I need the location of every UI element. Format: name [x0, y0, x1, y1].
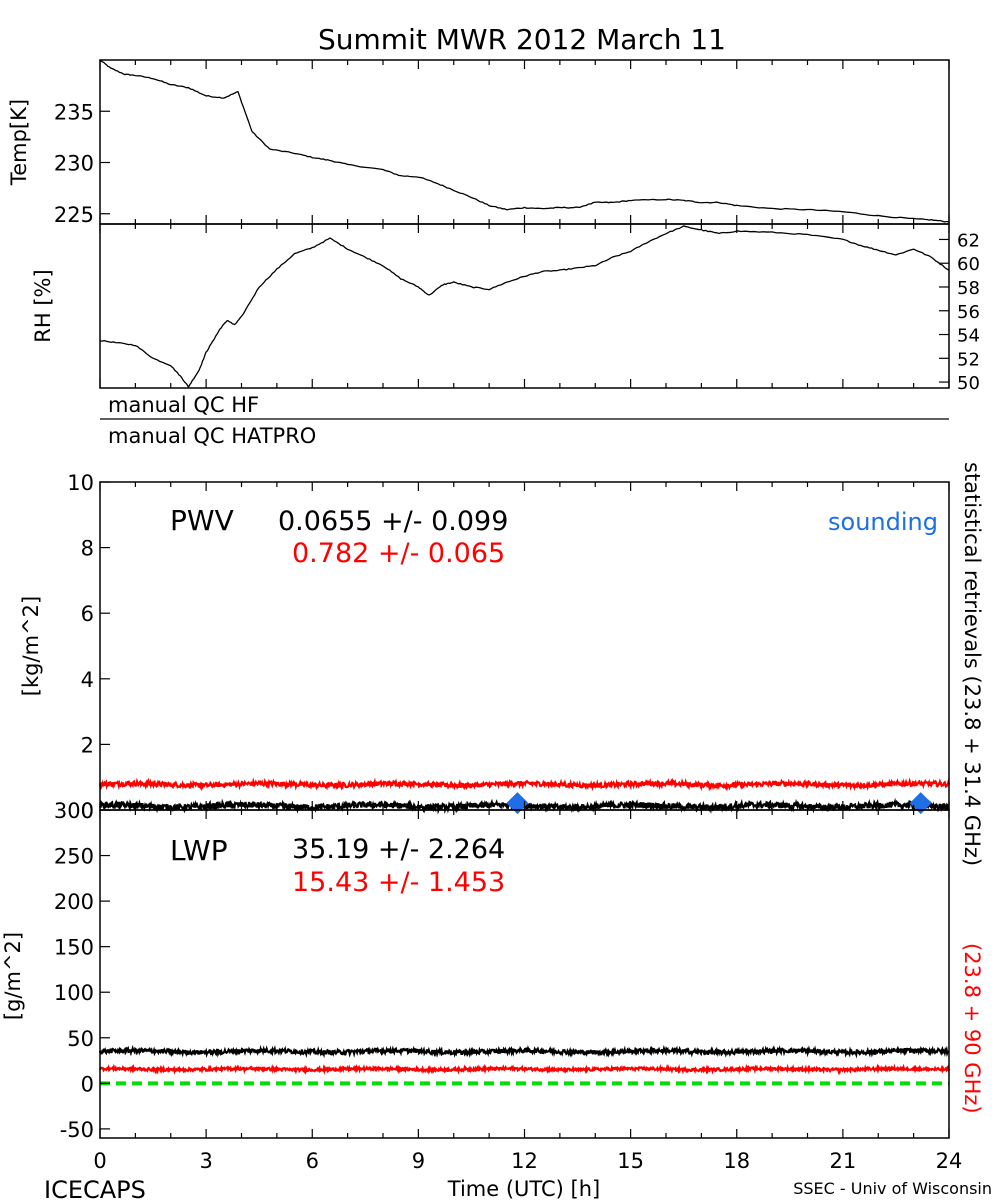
rh-line — [99, 225, 950, 389]
pwv-ytick-label: 4 — [81, 668, 94, 692]
rh-plot-frame — [99, 223, 950, 389]
side-label-red: (23.8 + 90 GHz) — [960, 943, 984, 1114]
xtick-label: 18 — [723, 1149, 750, 1173]
xtick-label: 6 — [306, 1149, 319, 1173]
lwp-ytick-label: 100 — [54, 981, 94, 1005]
rh-ytick-label: 58 — [957, 278, 980, 299]
xtick-label: 24 — [936, 1149, 963, 1173]
xtick-label: 3 — [199, 1149, 212, 1173]
qc-hf-label: manual QC HF — [108, 393, 259, 417]
rh-ytick-label: 52 — [957, 349, 980, 370]
pwv-series-red — [98, 777, 951, 792]
lwp-plot-frame — [99, 809, 950, 1139]
temp-ytick-label: 230 — [54, 152, 94, 176]
lwp-ytick-label: 200 — [54, 890, 94, 914]
lwp-ytick-label: 50 — [67, 1027, 94, 1051]
sounding-legend: sounding — [828, 508, 938, 536]
rh-ytick-label: 56 — [957, 302, 980, 323]
chart-title: Summit MWR 2012 March 11 — [318, 23, 726, 56]
lwp-ytick-label: 250 — [54, 845, 94, 869]
rh-ytick-label: 54 — [957, 326, 980, 347]
temp-axis-label: Temp[K] — [7, 99, 31, 186]
lwp-ytick-label: 300 — [54, 799, 94, 823]
lwp-stat-red: 15.43 +/- 1.453 — [292, 867, 505, 898]
pwv-ytick-label: 10 — [67, 471, 94, 495]
rh-axis-label: RH [%] — [31, 269, 55, 342]
rh-ytick-label: 50 — [957, 373, 980, 394]
xtick-label: 0 — [93, 1149, 106, 1173]
x-axis-label: Time (UTC) [h] — [447, 1177, 600, 1200]
xtick-label: 12 — [511, 1149, 538, 1173]
sounding-marker — [506, 792, 529, 815]
temp-plot-frame — [99, 59, 950, 225]
sounding-marker — [909, 792, 932, 815]
lwp-axis-label: [g/m^2] — [1, 932, 25, 1020]
lwp-ytick-label: -50 — [60, 1118, 94, 1142]
lwp-ytick-label: 150 — [54, 936, 94, 960]
side-label-black: statistical retrievals (23.8 + 31.4 GHz) — [960, 462, 984, 866]
rh-ytick-label: 60 — [957, 254, 980, 275]
lwp-panel: -50 0 50 100 150 200 250 300 0 3 6 9 12 15 18 21 24 [g/… — [1, 799, 962, 1173]
lwp-series-red — [98, 1063, 951, 1076]
rh-ytick-label: 62 — [957, 230, 980, 251]
pwv-stat-black: 0.0655 +/- 0.099 — [278, 506, 508, 537]
qc-bars: manual QC HF manual QC HATPRO — [100, 393, 949, 448]
lwp-annotation: LWP — [170, 834, 228, 867]
pwv-ytick-label: 6 — [81, 602, 94, 626]
lwp-series-black — [98, 1044, 950, 1059]
pwv-annotation: PWV — [170, 504, 234, 537]
pwv-panel: 0 2 4 6 8 10 [kg/m^2] PWV 0.0655 +/- 0.099 0.… — [19, 471, 951, 823]
lwp-stat-black: 35.19 +/- 2.264 — [292, 834, 505, 865]
pwv-axis-label: [kg/m^2] — [19, 596, 43, 696]
footer-right: SSEC - Univ of Wisconsin — [793, 1179, 992, 1198]
temp-line — [99, 59, 950, 223]
pwv-ytick-label: 0 — [81, 799, 94, 823]
lwp-ytick-label: 0 — [81, 1072, 94, 1096]
xtick-label: 15 — [617, 1149, 644, 1173]
temp-ytick-label: 235 — [54, 100, 94, 124]
footer-left: ICECAPS — [44, 1176, 146, 1200]
temp-ytick-label: 225 — [54, 203, 94, 227]
pwv-stat-red: 0.782 +/- 0.065 — [292, 538, 505, 569]
xtick-label: 21 — [830, 1149, 857, 1173]
xtick-label: 9 — [412, 1149, 425, 1173]
temp-panel: 225 230 235 Temp[K] — [7, 59, 950, 227]
pwv-ytick-label: 2 — [81, 733, 94, 757]
pwv-ytick-label: 8 — [81, 537, 94, 561]
qc-hatpro-label: manual QC HATPRO — [108, 424, 316, 448]
